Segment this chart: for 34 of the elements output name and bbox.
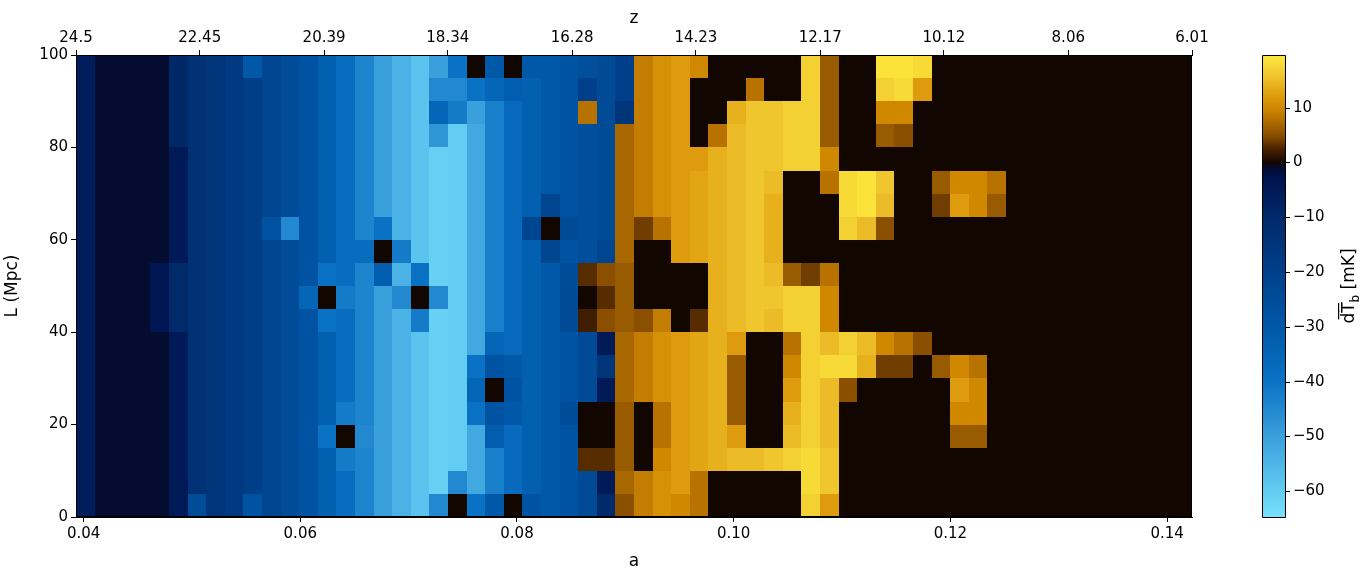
x2-tick-label: 20.39 — [302, 27, 346, 46]
x-tick-label: 0.10 — [716, 523, 751, 542]
color-bar-title: d̅T̅b [mK] — [1337, 248, 1362, 324]
color-bar-label: −10 — [1293, 207, 1325, 226]
y-tick-label: 20 — [48, 414, 68, 433]
color-bar-label: −40 — [1293, 372, 1325, 391]
x-tick-label: 0.12 — [933, 523, 968, 542]
x-tick-label: 0.08 — [500, 523, 534, 542]
color-bar-label: 0 — [1293, 152, 1303, 171]
y-tick-label: 80 — [48, 137, 68, 156]
y-tick-label: 0 — [58, 506, 68, 525]
color-bar-label: −30 — [1293, 317, 1325, 336]
y-tick-label: 60 — [48, 229, 68, 248]
x2-tick-label: 22.45 — [178, 27, 222, 46]
color-bar-label: −50 — [1293, 426, 1325, 445]
color-bar-label: −60 — [1293, 481, 1325, 500]
y-tick-label: 40 — [48, 322, 68, 341]
x-axis-title: a — [628, 550, 640, 571]
x2-tick-label: 16.28 — [550, 27, 594, 46]
x-tick-label: 0.06 — [283, 523, 317, 542]
x2-tick-label: 6.01 — [1175, 27, 1209, 46]
x2-tick-label: 10.12 — [922, 27, 966, 46]
y-tick-label: 100 — [39, 44, 68, 63]
x2-tick-label: 18.34 — [426, 27, 470, 46]
x-tick-label: 0.14 — [1150, 523, 1184, 542]
y-axis-title: L (Mpc) — [0, 254, 21, 318]
color-bar-label: 10 — [1293, 98, 1313, 117]
x2-tick-label: 24.5 — [59, 27, 93, 46]
x2-tick-label: 14.23 — [674, 27, 718, 46]
color-bar-label: −20 — [1293, 262, 1325, 281]
x2-tick-label: 8.06 — [1051, 27, 1085, 46]
x2-axis-title: z — [629, 6, 639, 27]
x-tick-label: 0.04 — [66, 523, 101, 542]
x2-tick-label: 12.17 — [798, 27, 842, 46]
